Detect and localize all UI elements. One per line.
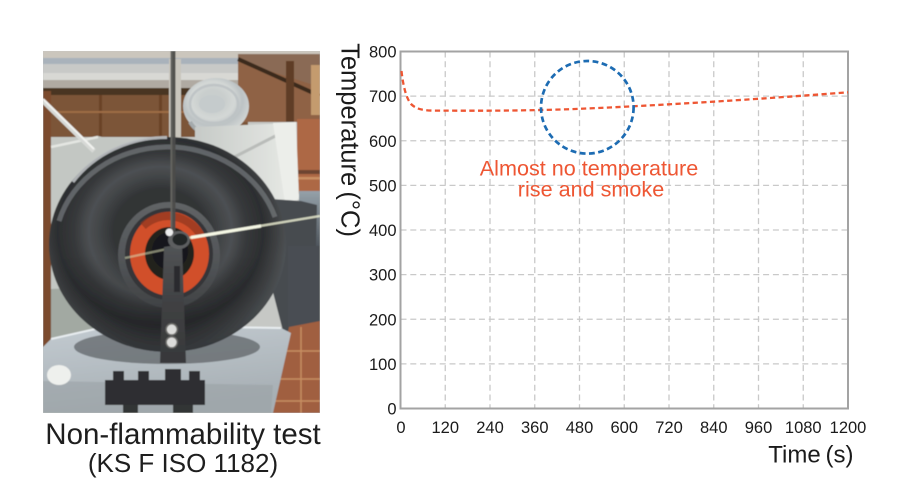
svg-text:100: 100 (369, 356, 397, 374)
svg-text:240: 240 (476, 419, 504, 437)
svg-text:960: 960 (745, 419, 773, 437)
svg-text:0: 0 (396, 419, 405, 437)
svg-text:1200: 1200 (830, 419, 867, 437)
svg-text:600: 600 (369, 133, 397, 151)
svg-text:0: 0 (387, 401, 396, 419)
svg-text:720: 720 (655, 419, 683, 437)
svg-text:200: 200 (369, 311, 397, 329)
svg-text:840: 840 (700, 419, 728, 437)
svg-text:500: 500 (369, 177, 397, 195)
svg-text:Time (s): Time (s) (768, 441, 853, 468)
svg-text:rise and smoke: rise and smoke (518, 177, 664, 202)
svg-text:700: 700 (369, 88, 397, 106)
svg-text:360: 360 (521, 419, 549, 437)
svg-text:300: 300 (369, 267, 397, 285)
svg-text:800: 800 (369, 44, 397, 62)
svg-text:120: 120 (431, 419, 459, 437)
svg-text:Almost no temperature: Almost no temperature (480, 156, 698, 181)
svg-text:400: 400 (369, 222, 397, 240)
svg-text:1080: 1080 (785, 419, 822, 437)
svg-text:600: 600 (610, 419, 638, 437)
svg-text:Temperature (°C): Temperature (°C) (335, 43, 363, 237)
svg-text:480: 480 (566, 419, 594, 437)
